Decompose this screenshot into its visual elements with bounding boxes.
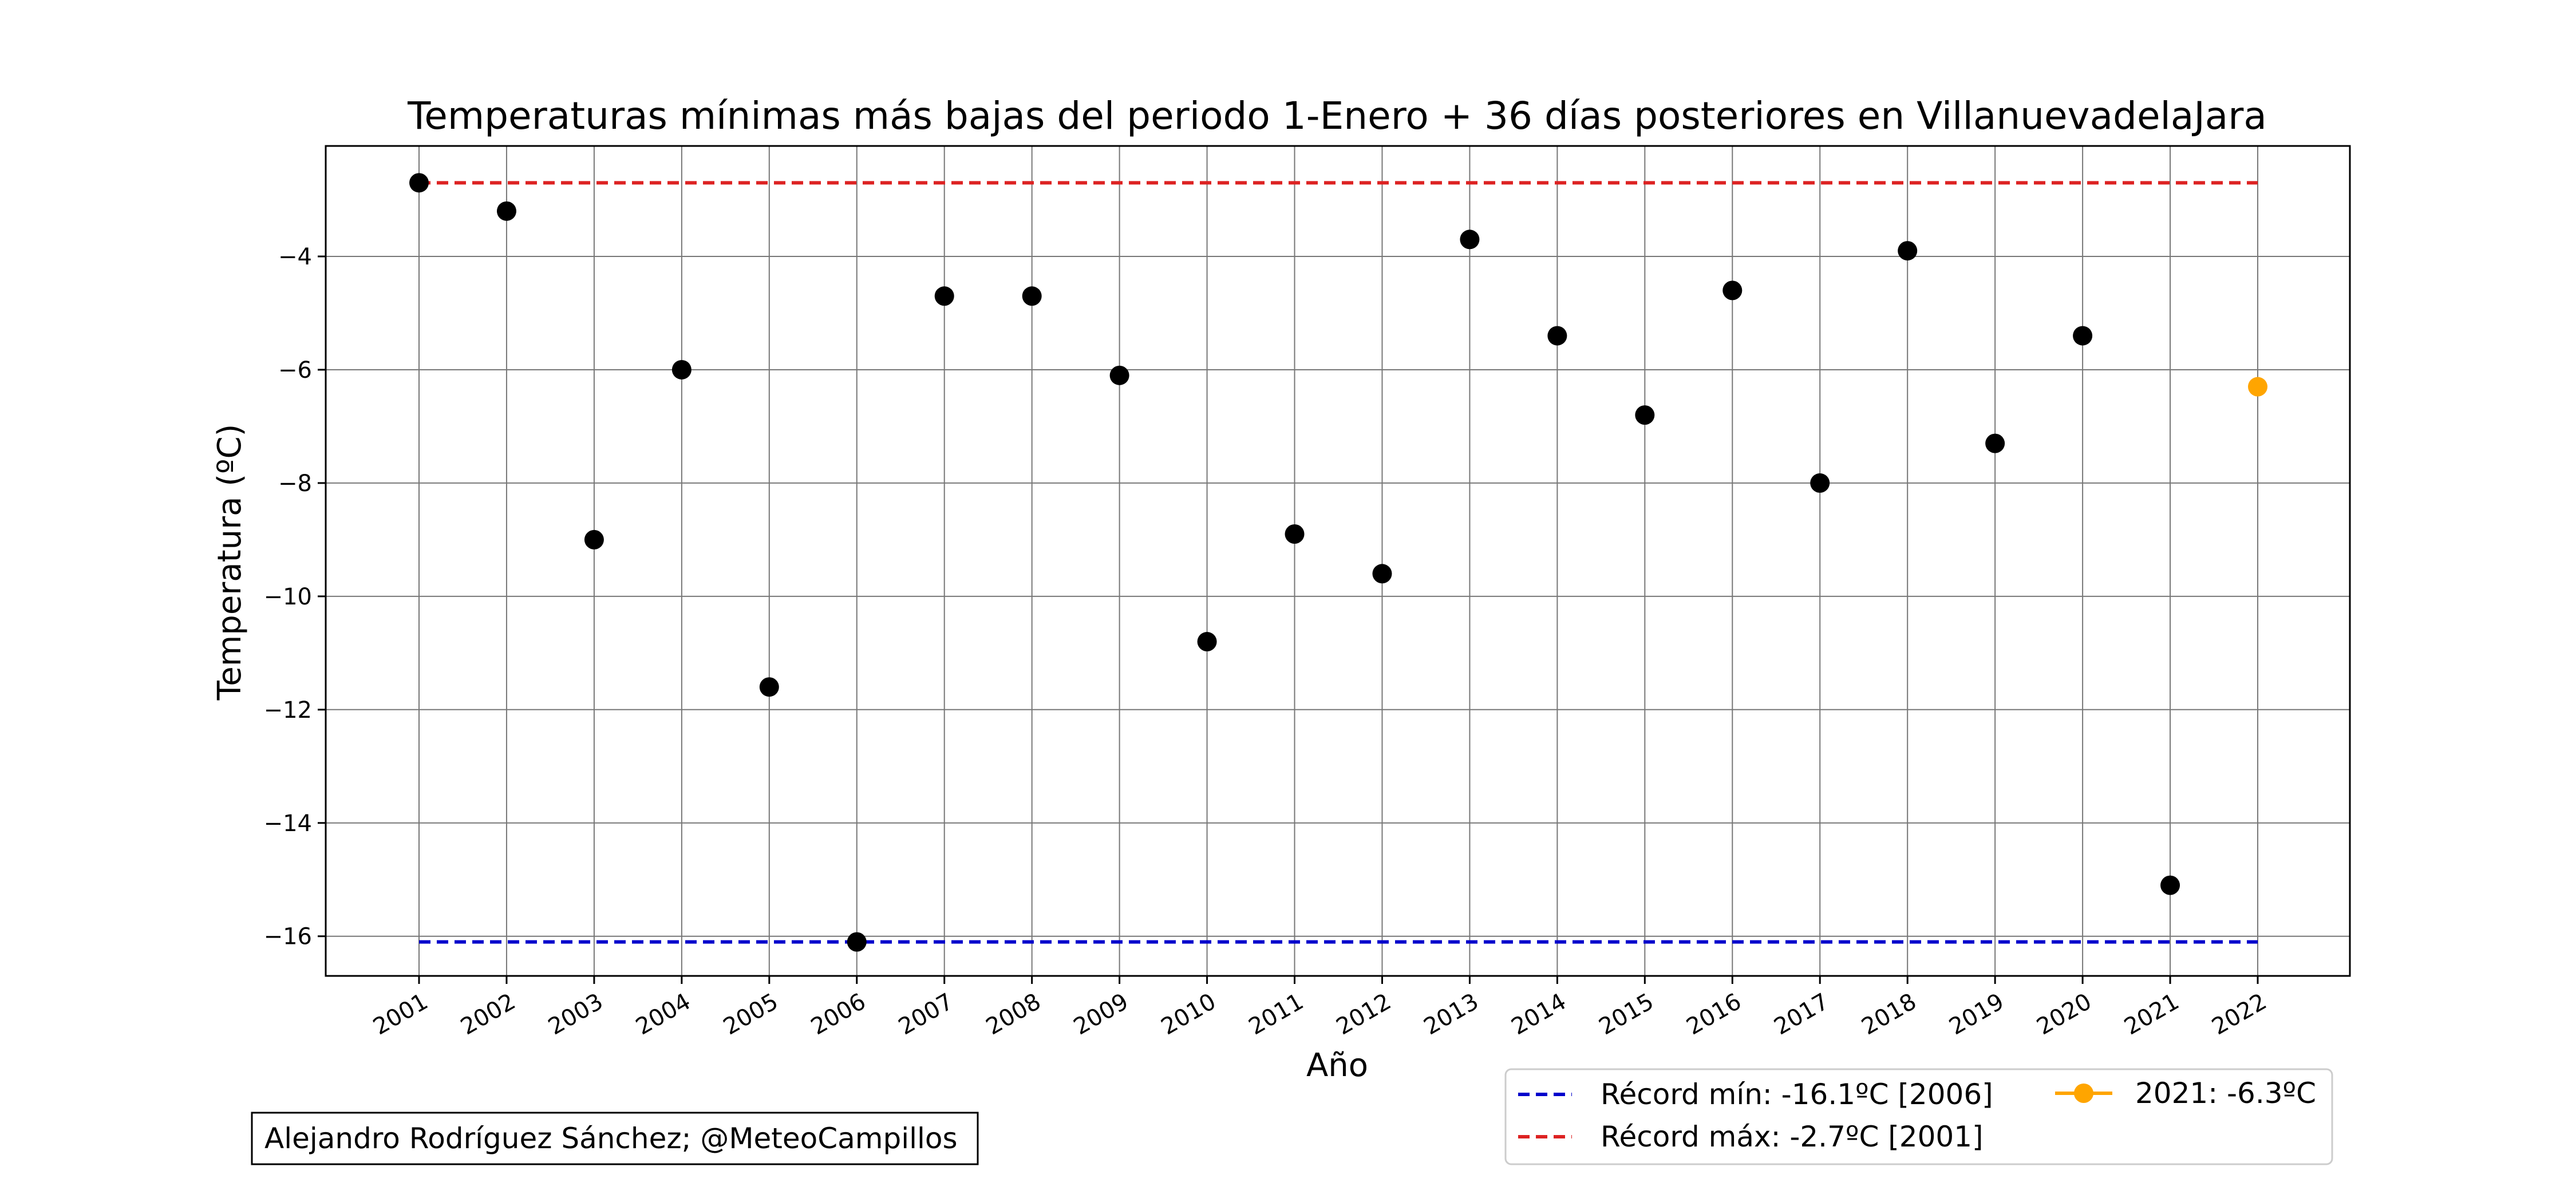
data-point-2014 (1547, 326, 1567, 346)
legend-label-current: 2021: -6.3ºC (2135, 1077, 2316, 1110)
chart-title: Temperaturas mínimas más bajas del perio… (407, 94, 2267, 138)
legend-label-record-min: Récord mín: -16.1ºC [2006] (1601, 1078, 1993, 1111)
data-point-2015 (1635, 405, 1655, 425)
data-point-2019 (1985, 433, 2005, 453)
data-point-2011 (1285, 524, 1305, 544)
data-point-2007 (934, 286, 954, 306)
data-point-2004 (671, 359, 692, 379)
legend: Récord mín: -16.1ºC [2006] Récord máx: -… (1504, 1068, 2333, 1165)
credit-box: Alejandro Rodríguez Sánchez; @MeteoCampi… (251, 1112, 979, 1165)
data-point-2018 (1898, 241, 1918, 261)
y-tick-label: −10 (264, 584, 312, 610)
legend-swatch-current-marker (2074, 1084, 2093, 1103)
y-tick-label: −6 (278, 357, 312, 383)
data-point-2001 (409, 173, 429, 193)
credit-text: Alejandro Rodríguez Sánchez; @MeteoCampi… (264, 1122, 958, 1155)
data-point-2012 (1372, 564, 1392, 584)
y-tick-label: −8 (278, 470, 312, 497)
data-point-2006 (847, 932, 867, 952)
x-axis-label: Año (1306, 1047, 1368, 1084)
data-point-2020 (2073, 326, 2093, 346)
y-tick-label: −16 (264, 924, 312, 950)
legend-label-record-max: Récord máx: -2.7ºC [2001] (1601, 1120, 1984, 1153)
data-point-2022 (2248, 377, 2267, 397)
y-axis-label: Temperatura (ºC) (211, 424, 248, 701)
data-point-2013 (1460, 230, 1480, 250)
data-point-2016 (1722, 280, 1743, 300)
y-tick-label: −4 (278, 244, 312, 270)
axes-frame (325, 145, 2351, 977)
y-tick-label: −12 (264, 697, 312, 723)
y-tick-label: −14 (264, 810, 312, 837)
data-point-2003 (584, 529, 604, 549)
legend-frame (1504, 1068, 2333, 1165)
data-point-2010 (1197, 632, 1217, 652)
credit-frame (251, 1112, 979, 1165)
data-point-2008 (1022, 286, 1042, 306)
data-point-2009 (1109, 365, 1129, 385)
data-point-2002 (496, 201, 516, 221)
data-point-2017 (1810, 473, 1830, 493)
data-point-2021 (2160, 875, 2180, 895)
data-point-2005 (759, 677, 779, 697)
